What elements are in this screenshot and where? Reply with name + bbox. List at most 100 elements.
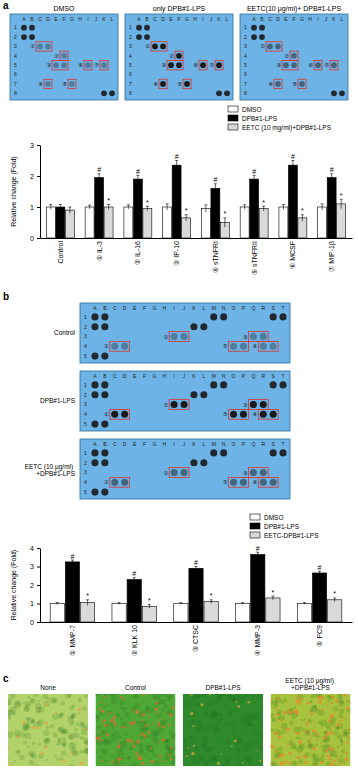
column-label: R	[261, 305, 265, 311]
y-tick: 1	[30, 600, 40, 607]
speck	[169, 724, 171, 726]
spot	[200, 62, 206, 68]
bar	[211, 188, 220, 238]
box-label: ⑥	[78, 62, 83, 68]
texture	[25, 717, 29, 721]
highlight-box	[248, 468, 268, 478]
column-label: F	[177, 16, 180, 22]
texture	[121, 746, 124, 749]
speck	[306, 722, 309, 725]
texture	[294, 706, 296, 708]
bar	[250, 179, 259, 238]
significance-mark: *	[333, 590, 336, 597]
speck	[155, 707, 158, 710]
column-label: C	[38, 16, 42, 22]
texture	[271, 761, 276, 766]
y-tick-label: 1	[30, 204, 34, 211]
bar	[80, 603, 94, 622]
texture	[294, 762, 296, 764]
spot	[315, 62, 321, 68]
membrane	[80, 371, 290, 431]
spot	[45, 81, 51, 87]
texture	[133, 741, 138, 746]
texture	[196, 723, 202, 729]
highlight-box	[248, 332, 268, 342]
texture	[112, 727, 115, 730]
spot	[220, 381, 227, 388]
error-cap	[98, 173, 101, 174]
texture	[304, 718, 306, 720]
column-label: F	[62, 16, 65, 22]
axis-line	[41, 622, 353, 623]
row-label: 8	[129, 90, 132, 96]
spot	[37, 44, 43, 50]
speck	[118, 741, 119, 742]
speck	[259, 759, 261, 761]
texture	[236, 754, 240, 758]
bar	[240, 207, 249, 238]
texture	[152, 753, 156, 757]
error-bar	[318, 571, 321, 575]
texture	[72, 705, 75, 708]
texture	[315, 761, 317, 763]
x-tick: ③ IP-10	[173, 238, 180, 266]
texture	[202, 694, 206, 697]
speck	[242, 762, 244, 764]
texture	[271, 701, 273, 705]
array-title: DPB#1-LPS	[40, 397, 76, 404]
y-axis: 01234	[30, 545, 40, 626]
speck	[113, 722, 116, 725]
row-label: 3	[84, 469, 87, 475]
speck	[283, 711, 286, 714]
column-label: M	[212, 441, 216, 447]
speck	[117, 745, 120, 748]
texture	[29, 760, 35, 766]
column-label: E	[133, 441, 137, 447]
y-tick: 0	[30, 235, 40, 242]
column-label: L	[226, 16, 229, 22]
x-tick-label: ① IL-3	[96, 241, 103, 261]
micrograph: DPB#1-LPS	[182, 684, 266, 767]
texture	[107, 710, 112, 715]
highlight-box	[266, 42, 282, 51]
texture	[237, 695, 240, 698]
column-label: B	[145, 16, 149, 22]
spot	[91, 323, 98, 330]
texture	[103, 739, 110, 746]
speck	[106, 734, 108, 736]
bar	[174, 604, 188, 623]
error-line	[292, 161, 293, 170]
error-cap	[136, 175, 139, 176]
spot	[29, 25, 35, 31]
row-label: 6	[14, 71, 17, 77]
x-tick-label: ⑥ MCSF	[289, 241, 296, 269]
spot	[144, 34, 150, 40]
image-background	[8, 694, 88, 766]
speck	[132, 745, 135, 748]
column-label: A	[252, 16, 256, 22]
tick-mark	[37, 622, 40, 623]
spot	[91, 459, 98, 466]
texture	[117, 714, 120, 717]
speck	[99, 708, 101, 710]
texture	[248, 704, 251, 707]
texture	[129, 745, 134, 750]
error-bar	[340, 199, 343, 208]
texture	[42, 694, 47, 699]
spot	[111, 343, 118, 350]
texture	[126, 732, 129, 735]
speck	[172, 706, 175, 709]
texture	[144, 708, 149, 713]
speck	[158, 742, 159, 743]
texture	[255, 741, 258, 744]
texture	[204, 748, 210, 754]
significance-mark: #	[291, 153, 295, 160]
speck	[339, 763, 341, 765]
error-bar	[107, 205, 110, 210]
texture	[57, 741, 62, 746]
protein-array: ABCDEFGHIJKLMNOPQRST12345①②③④⑤Control	[54, 303, 290, 363]
spot	[230, 343, 237, 350]
bar	[56, 207, 65, 238]
texture	[153, 738, 160, 745]
row-label: 3	[244, 43, 247, 49]
